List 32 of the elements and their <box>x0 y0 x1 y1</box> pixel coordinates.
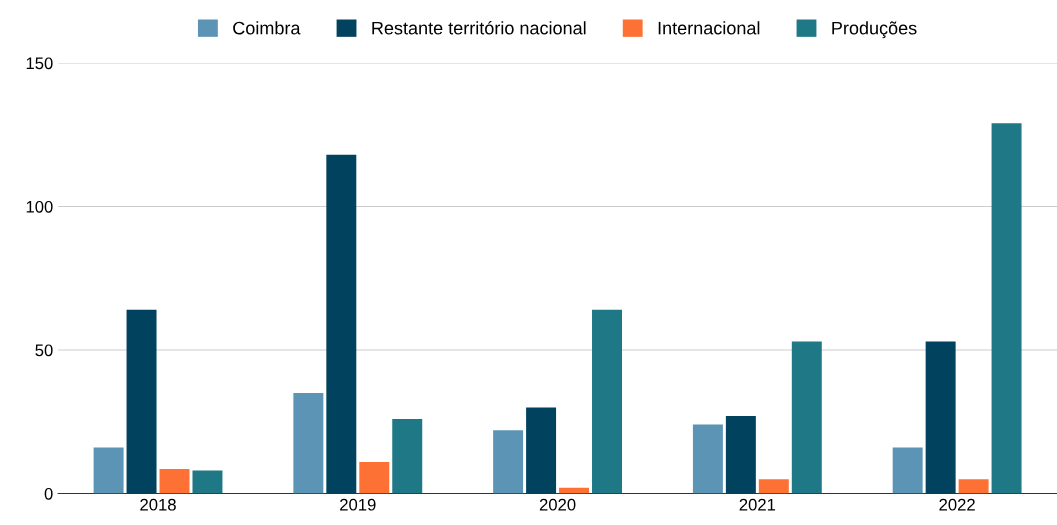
y-tick-label: 50 <box>35 344 53 357</box>
bar <box>925 341 956 494</box>
bar <box>159 469 190 494</box>
legend-label: Produções <box>832 21 917 39</box>
bar <box>392 418 423 494</box>
x-tick-label: 2018 <box>140 498 176 511</box>
bar <box>359 461 390 494</box>
bar <box>892 447 923 494</box>
y-tick-label: 150 <box>26 57 53 70</box>
legend-label: Coimbra <box>233 21 301 35</box>
bar <box>758 479 789 494</box>
x-tick-label: 2019 <box>340 498 376 511</box>
legend-label: Internacional <box>658 21 760 35</box>
x-tick-label: 2022 <box>939 498 975 511</box>
bar <box>991 123 1022 494</box>
bar <box>526 407 557 494</box>
legend-label: Restante território nacional <box>372 21 586 35</box>
bar <box>126 309 157 494</box>
bar <box>592 309 622 494</box>
bar <box>493 430 524 494</box>
bar <box>791 341 822 494</box>
bar <box>725 416 756 494</box>
bar <box>326 154 357 494</box>
x-tick-label: 2021 <box>739 498 776 511</box>
x-tick-label: 2020 <box>539 498 576 511</box>
bar <box>958 479 989 494</box>
y-tick-label: 100 <box>26 200 53 213</box>
bar <box>93 447 124 494</box>
bar <box>692 424 723 494</box>
bar <box>192 470 223 494</box>
y-tick-label: 0 <box>44 487 53 500</box>
bar <box>293 393 324 494</box>
